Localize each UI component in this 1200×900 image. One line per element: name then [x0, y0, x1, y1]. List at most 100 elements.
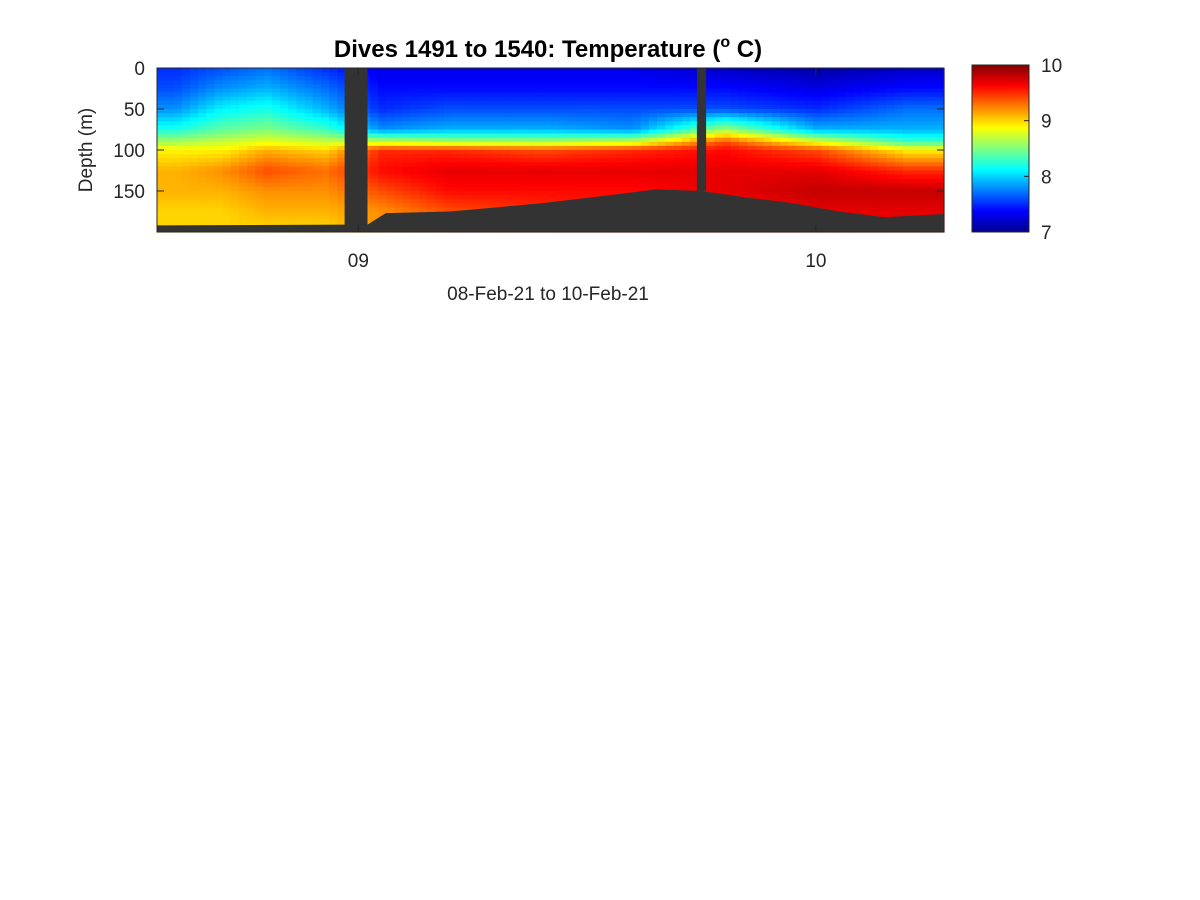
heatmap-cell — [484, 84, 494, 90]
heatmap-cell — [739, 68, 748, 73]
heatmap-cell — [427, 162, 437, 167]
heatmap-cell — [616, 121, 625, 126]
heatmap-cell — [550, 96, 560, 102]
heatmap-cell — [517, 174, 527, 180]
heatmap-cell — [189, 137, 199, 143]
heatmap-cell — [312, 129, 322, 135]
heatmap-cell — [157, 178, 166, 184]
heatmap-cell — [911, 195, 921, 200]
heatmap-cell — [394, 92, 404, 98]
heatmap-cell — [247, 186, 256, 192]
heatmap-cell — [296, 121, 306, 126]
heatmap-cell — [853, 76, 863, 81]
heatmap-cell — [796, 170, 806, 176]
heatmap-cell — [320, 133, 330, 139]
heatmap-cell — [411, 88, 420, 94]
heatmap-cell — [829, 141, 839, 147]
heatmap-cell — [435, 68, 445, 73]
heatmap-cell — [927, 88, 937, 94]
heatmap-cell — [706, 133, 716, 139]
heatmap-cell — [411, 96, 420, 102]
heatmap-cell — [763, 162, 773, 167]
heatmap-cell — [206, 76, 215, 81]
heatmap-cell — [837, 150, 847, 155]
heatmap-cell — [542, 158, 552, 163]
heatmap-cell — [247, 72, 256, 77]
heatmap-cell — [386, 133, 396, 139]
heatmap-cell — [870, 211, 880, 217]
heatmap-cell — [517, 92, 527, 98]
heatmap-cell — [394, 158, 404, 163]
heatmap-cell — [763, 154, 773, 159]
heatmap-cell — [575, 117, 584, 122]
heatmap-cell — [435, 186, 445, 192]
heatmap-cell — [214, 121, 224, 126]
heatmap-cell — [320, 72, 330, 77]
heatmap-cell — [337, 72, 347, 77]
heatmap-cell — [476, 80, 486, 85]
heatmap-cell — [722, 104, 732, 110]
heatmap-cell — [189, 100, 199, 106]
heatmap-cell — [829, 84, 839, 90]
heatmap-cell — [730, 104, 740, 110]
heatmap-cell — [452, 186, 461, 192]
heatmap-cell — [837, 137, 847, 143]
heatmap-cell — [329, 170, 338, 176]
heatmap-cell — [296, 211, 306, 217]
heatmap-cell — [739, 100, 748, 106]
heatmap-cell — [214, 109, 224, 114]
heatmap-cell — [780, 145, 789, 151]
heatmap-cell — [525, 162, 535, 167]
heatmap-cell — [829, 92, 839, 98]
heatmap-cell — [788, 195, 798, 200]
heatmap-cell — [320, 174, 330, 180]
heatmap-cell — [886, 154, 896, 159]
heatmap-cell — [255, 219, 265, 225]
heatmap-cell — [320, 211, 330, 217]
heatmap-cell — [894, 162, 904, 167]
heatmap-cell — [435, 113, 445, 118]
heatmap-cell — [648, 88, 658, 94]
heatmap-cell — [238, 178, 248, 184]
heatmap-cell — [558, 72, 568, 77]
heatmap-cell — [534, 199, 543, 204]
heatmap-cell — [427, 178, 437, 184]
heatmap-cell — [460, 182, 470, 188]
heatmap-cell — [501, 141, 511, 147]
heatmap-cell — [812, 92, 822, 98]
heatmap-cell — [370, 191, 379, 196]
heatmap-cell — [402, 141, 412, 147]
heatmap-cell — [329, 92, 338, 98]
heatmap-cell — [165, 191, 174, 196]
heatmap-cell — [935, 166, 945, 172]
heatmap-cell — [862, 178, 871, 184]
heatmap-cell — [640, 113, 650, 118]
heatmap-cell — [509, 88, 519, 94]
heatmap-cell — [476, 76, 486, 81]
heatmap-cell — [747, 162, 757, 167]
heatmap-cell — [181, 117, 191, 122]
heatmap-cell — [755, 154, 765, 159]
heatmap-cell — [206, 84, 215, 90]
heatmap-cell — [739, 137, 748, 143]
heatmap-cell — [255, 150, 265, 155]
heatmap-cell — [542, 133, 552, 139]
heatmap-cell — [771, 133, 781, 139]
heatmap-cell — [173, 76, 183, 81]
heatmap-cell — [206, 113, 215, 118]
heatmap-cell — [288, 113, 297, 118]
heatmap-cell — [599, 76, 609, 81]
heatmap-cell — [558, 96, 568, 102]
heatmap-cell — [616, 100, 625, 106]
heatmap-cell — [435, 150, 445, 155]
heatmap-cell — [247, 154, 256, 159]
heatmap-cell — [919, 133, 929, 139]
heatmap-cell — [238, 145, 248, 151]
heatmap-cell — [870, 182, 880, 188]
heatmap-cell — [329, 162, 338, 167]
heatmap-cell — [222, 80, 232, 85]
heatmap-cell — [517, 117, 527, 122]
heatmap-cell — [755, 178, 765, 184]
heatmap-cell — [829, 88, 839, 94]
heatmap-cell — [853, 145, 863, 151]
